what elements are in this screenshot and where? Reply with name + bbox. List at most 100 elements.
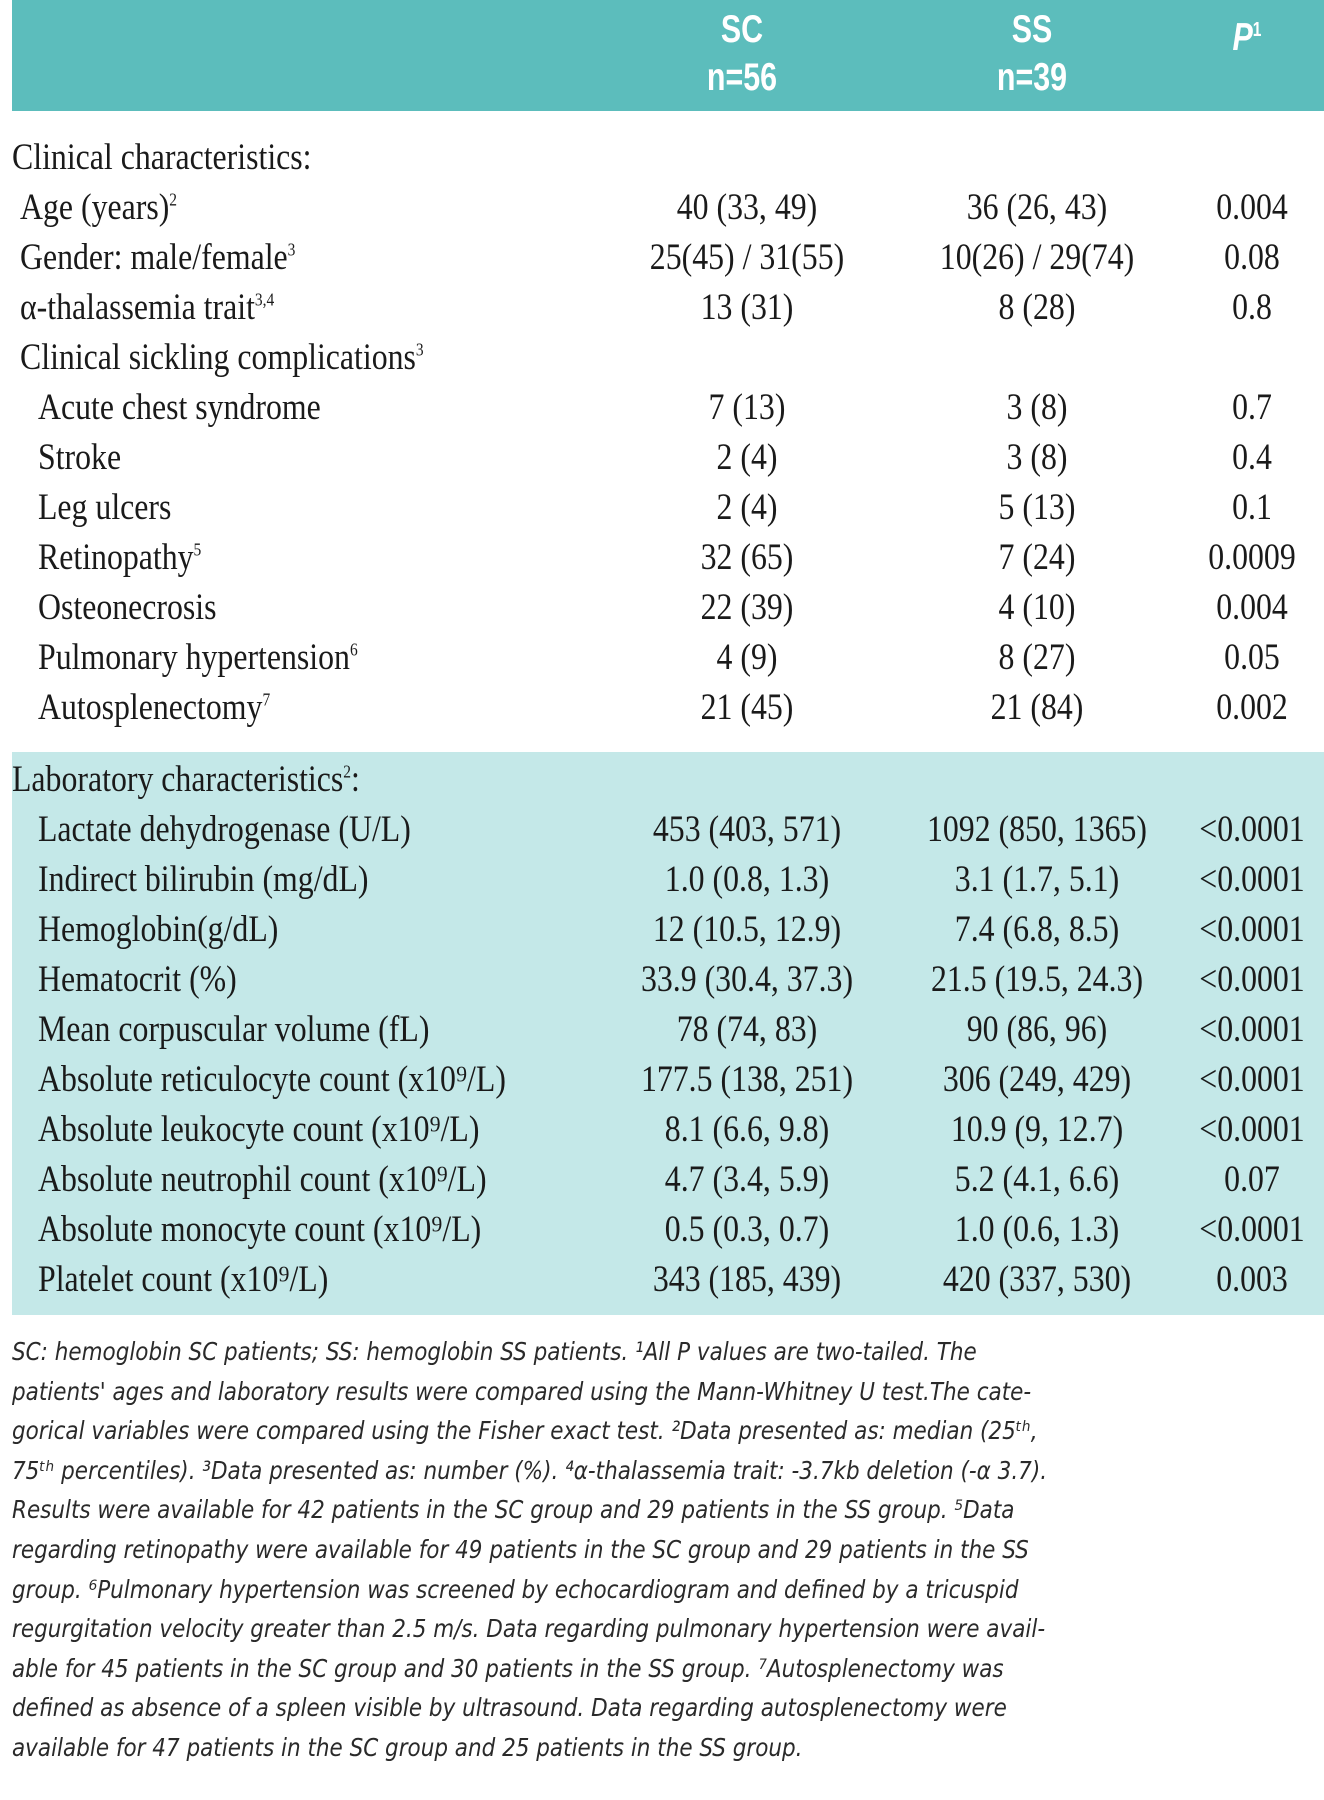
clinical-row: α-thalassemia trait3,4 13 (31) 8 (28) 0.8 bbox=[12, 283, 1324, 333]
footnote-line: SC: hemoglobin SC patients; SS: hemoglob… bbox=[12, 1337, 977, 1366]
value-sc: 22 (39) bbox=[700, 587, 794, 628]
value-p: 0.05 bbox=[1224, 637, 1280, 678]
row-label: Hematocrit (%) bbox=[38, 959, 237, 1000]
header-p-title: P bbox=[1232, 16, 1253, 59]
laboratory-row: Hematocrit (%) 33.9 (30.4, 37.3) 21.5 (19.… bbox=[12, 955, 1324, 1005]
row-label-sup: 7 bbox=[262, 689, 271, 710]
value-p: 0.08 bbox=[1224, 237, 1280, 278]
value-sc: 2 (4) bbox=[716, 487, 778, 528]
value-sc: 21 (45) bbox=[700, 687, 794, 728]
value-ss: 306 (249, 429) bbox=[942, 1059, 1132, 1100]
laboratory-row: Absolute monocyte count (x10⁹/L) 0.5 (0.3… bbox=[12, 1205, 1324, 1255]
value-ss: 4 (10) bbox=[998, 587, 1076, 628]
row-label: α-thalassemia trait3,4 bbox=[20, 287, 275, 328]
value-sc: 33.9 (30.4, 37.3) bbox=[640, 959, 854, 1000]
header-p-sup: 1 bbox=[1252, 19, 1262, 41]
value-p: <0.0001 bbox=[1199, 859, 1305, 900]
value-ss: 90 (86, 96) bbox=[966, 1009, 1108, 1050]
value-p: 0.002 bbox=[1216, 687, 1288, 728]
row-label: Indirect bilirubin (mg/dL) bbox=[38, 859, 369, 900]
value-p: 0.004 bbox=[1216, 587, 1288, 628]
value-ss: 420 (337, 530) bbox=[942, 1259, 1132, 1300]
row-label: Leg ulcers bbox=[38, 487, 172, 528]
value-sc: 7 (13) bbox=[708, 387, 786, 428]
value-p: 0.8 bbox=[1232, 287, 1272, 328]
value-p: <0.0001 bbox=[1199, 1109, 1305, 1150]
clinical-row: Leg ulcers 2 (4) 5 (13) 0.1 bbox=[12, 483, 1324, 533]
header-ss: SS n=39 bbox=[915, 6, 1149, 102]
value-sc: 177.5 (138, 251) bbox=[640, 1059, 854, 1100]
value-p: 0.4 bbox=[1232, 437, 1272, 478]
value-sc: 2 (4) bbox=[716, 437, 778, 478]
footnote-line: patients' ages and laboratory results we… bbox=[12, 1376, 1032, 1406]
value-p: 0.1 bbox=[1232, 487, 1272, 528]
value-sc: 0.5 (0.3, 0.7) bbox=[664, 1209, 830, 1250]
laboratory-row: Platelet count (x10⁹/L) 343 (185, 439) 420… bbox=[12, 1255, 1324, 1305]
row-label: Pulmonary hypertension6 bbox=[38, 637, 358, 678]
row-label: Mean corpuscular volume (fL) bbox=[38, 1009, 430, 1050]
row-label-sup: 3 bbox=[415, 339, 424, 360]
row-label-sup: 3,4 bbox=[254, 289, 275, 310]
value-sc: 4.7 (3.4, 5.9) bbox=[664, 1159, 830, 1200]
value-ss: 10(26) / 29(74) bbox=[939, 237, 1135, 278]
clinical-row: Stroke 2 (4) 3 (8) 0.4 bbox=[12, 433, 1324, 483]
laboratory-row: Hemoglobin(g/dL) 12 (10.5, 12.9) 7.4 (6.8,… bbox=[12, 905, 1324, 955]
value-sc: 40 (33, 49) bbox=[676, 187, 818, 228]
laboratory-heading: Laboratory characteristics2: bbox=[12, 755, 1324, 805]
value-p: 0.7 bbox=[1232, 387, 1272, 428]
clinical-heading: Clinical characteristics: bbox=[12, 133, 1324, 183]
footnote-line: group. ⁶Pulmonary hypertension was scree… bbox=[12, 1574, 1019, 1604]
footnote-line: available for 47 patients in the SC grou… bbox=[12, 1732, 803, 1762]
data-table: SC n=56 SS n=39 P1 Clinical characterist… bbox=[12, 0, 1324, 1762]
laboratory-row: Indirect bilirubin (mg/dL) 1.0 (0.8, 1.3)… bbox=[12, 855, 1324, 905]
laboratory-heading-label: Laboratory characteristics2: bbox=[12, 759, 360, 800]
value-sc: 25(45) / 31(55) bbox=[649, 237, 845, 278]
value-p: 0.004 bbox=[1216, 187, 1288, 228]
value-sc: 453 (403, 571) bbox=[652, 809, 842, 850]
value-ss: 3 (8) bbox=[1006, 437, 1068, 478]
row-label-sup: 3 bbox=[287, 239, 296, 260]
laboratory-row: Absolute neutrophil count (x10⁹/L) 4.7 (3… bbox=[12, 1155, 1324, 1205]
value-ss: 21 (84) bbox=[990, 687, 1084, 728]
footnote-line: Results were available for 42 patients i… bbox=[12, 1495, 1015, 1525]
value-sc: 4 (9) bbox=[716, 637, 778, 678]
row-label: Clinical characteristics: bbox=[12, 137, 312, 178]
value-sc: 13 (31) bbox=[700, 287, 794, 328]
footnote-line: 75ᵗʰ percentiles). ³Data presented as: n… bbox=[12, 1455, 1048, 1485]
header-sc: SC n=56 bbox=[625, 6, 859, 102]
clinical-row: Pulmonary hypertension6 4 (9) 8 (27) 0.05 bbox=[12, 633, 1324, 683]
value-sc: 1.0 (0.8, 1.3) bbox=[664, 859, 830, 900]
laboratory-row: Mean corpuscular volume (fL) 78 (74, 83) 9… bbox=[12, 1005, 1324, 1055]
footnote-line: able for 45 patients in the SC group and… bbox=[12, 1653, 1004, 1683]
clinical-row: Autosplenectomy7 21 (45) 21 (84) 0.002 bbox=[12, 683, 1324, 733]
row-label: Platelet count (x10⁹/L) bbox=[38, 1259, 329, 1300]
footnote-line: gorical variables were compared using th… bbox=[12, 1416, 1038, 1446]
laboratory-row: Absolute reticulocyte count (x10⁹/L) 177.… bbox=[12, 1055, 1324, 1105]
footnote: SC: hemoglobin SC patients; SS: hemoglob… bbox=[12, 1332, 1324, 1768]
value-ss: 36 (26, 43) bbox=[966, 187, 1108, 228]
value-p: 0.07 bbox=[1224, 1159, 1280, 1200]
row-label-sup: 2 bbox=[169, 189, 178, 210]
value-ss: 7.4 (6.8, 8.5) bbox=[954, 909, 1120, 950]
laboratory-row: Lactate dehydrogenase (U/L) 453 (403, 571… bbox=[12, 805, 1324, 855]
header-sc-title: SC bbox=[720, 8, 764, 51]
value-sc: 32 (65) bbox=[700, 537, 794, 578]
value-ss: 3.1 (1.7, 5.1) bbox=[954, 859, 1120, 900]
row-label: Hemoglobin(g/dL) bbox=[38, 909, 279, 950]
row-label: Retinopathy5 bbox=[38, 537, 202, 578]
value-p: 0.0009 bbox=[1208, 537, 1296, 578]
value-p: <0.0001 bbox=[1199, 809, 1305, 850]
clinical-row: Age (years)2 40 (33, 49) 36 (26, 43) 0.004 bbox=[12, 183, 1324, 233]
clinical-row: Osteonecrosis 22 (39) 4 (10) 0.004 bbox=[12, 583, 1324, 633]
row-label: Absolute monocyte count (x10⁹/L) bbox=[38, 1209, 482, 1250]
footnote-line: regarding retinopathy were available for… bbox=[12, 1534, 1029, 1564]
footnote-line: regurgitation velocity greater than 2.5 … bbox=[12, 1614, 1046, 1644]
row-label: Absolute neutrophil count (x10⁹/L) bbox=[38, 1159, 487, 1200]
row-label: Absolute leukocyte count (x10⁹/L) bbox=[38, 1109, 480, 1150]
row-label-sup: 6 bbox=[349, 639, 358, 660]
value-p: <0.0001 bbox=[1199, 1009, 1305, 1050]
header-sc-n: n=56 bbox=[706, 56, 778, 99]
value-p: 0.003 bbox=[1216, 1259, 1288, 1300]
value-ss: 3 (8) bbox=[1006, 387, 1068, 428]
value-ss: 1.0 (0.6, 1.3) bbox=[954, 1209, 1120, 1250]
